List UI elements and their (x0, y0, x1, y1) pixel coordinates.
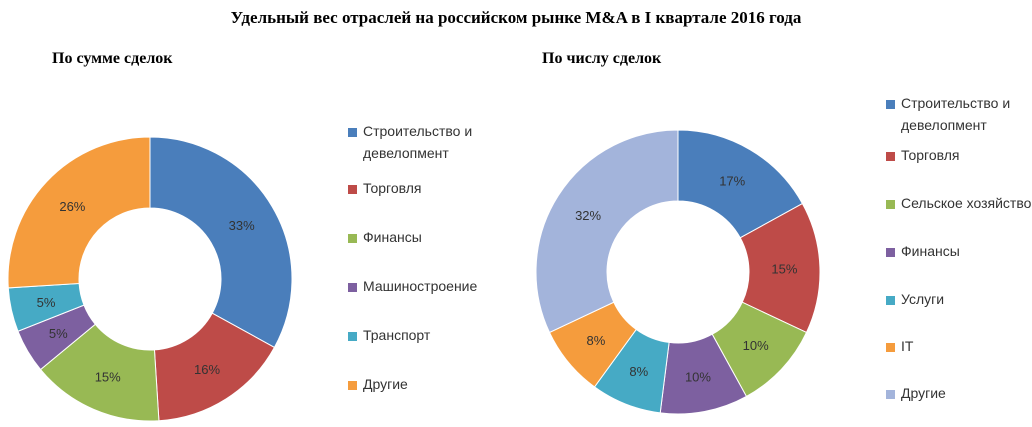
legend-swatch-1-0 (886, 100, 895, 109)
slice-label-0-5: 26% (59, 199, 85, 214)
slice-0-5 (7, 136, 151, 289)
slice-label-0-2: 15% (95, 370, 121, 385)
legend-swatch-1-5 (886, 343, 895, 352)
slice-label-1-1: 15% (771, 262, 797, 277)
legend-swatch-0-3 (348, 283, 357, 292)
legend-item-1-5: IT (886, 338, 1032, 357)
legend-label-0-2: Финансы (363, 229, 422, 245)
legend-item-0-5: Другие (348, 376, 503, 395)
slice-label-0-0: 33% (229, 218, 255, 233)
legend-swatch-1-4 (886, 296, 895, 305)
legend-label-1-1: Торговля (901, 147, 960, 163)
legend-label-0-0: Строительство и девелопмент (363, 123, 473, 161)
legend-label-1-3: Финансы (901, 243, 960, 259)
legend-item-1-1: Торговля (886, 147, 1032, 166)
legend-item-0-2: Финансы (348, 229, 503, 248)
slice-label-1-3: 10% (685, 370, 711, 385)
slice-label-1-2: 10% (743, 338, 769, 353)
slice-0-0 (149, 136, 293, 349)
slice-label-0-1: 16% (194, 362, 220, 377)
legend-label-1-4: Услуги (901, 291, 945, 307)
slice-label-0-3: 5% (49, 326, 68, 341)
slice-label-1-4: 8% (629, 364, 648, 379)
legend-item-1-2: Сельское хозяйство (886, 195, 1032, 214)
legend-swatch-0-0 (348, 128, 357, 137)
legend-label-0-4: Транспорт (363, 327, 431, 343)
slice-label-1-5: 8% (587, 333, 606, 348)
slice-label-1-6: 32% (575, 208, 601, 223)
legend-item-0-4: Транспорт (348, 327, 503, 346)
legend-swatch-1-6 (886, 390, 895, 399)
legend-swatch-0-2 (348, 234, 357, 243)
chart-title-by-count: По числу сделок (542, 50, 662, 67)
legend-label-0-3: Машиностроение (363, 278, 478, 294)
legend-label-1-5: IT (901, 338, 914, 354)
legend-swatch-0-4 (348, 332, 357, 341)
slice-1-6 (535, 129, 679, 334)
legend-swatch-1-3 (886, 248, 895, 257)
legend-label-0-5: Другие (363, 376, 408, 392)
legend-swatch-0-1 (348, 185, 357, 194)
legend-item-0-3: Машиностроение (348, 278, 503, 297)
legend-item-1-6: Другие (886, 385, 1032, 404)
legend-item-0-0: Строительство и девелопмент (348, 123, 503, 164)
slice-label-0-4: 5% (37, 295, 56, 310)
legend-item-0-1: Торговля (348, 180, 503, 199)
legend-swatch-0-5 (348, 381, 357, 390)
legend-label-0-1: Торговля (363, 180, 422, 196)
legend-swatch-1-1 (886, 152, 895, 161)
legend-item-1-4: Услуги (886, 291, 1032, 310)
legend-label-1-0: Строительство и девелопмент (901, 95, 1011, 133)
legend-swatch-1-2 (886, 200, 895, 209)
legend-item-1-0: Строительство и девелопмент (886, 95, 1032, 136)
legend-item-1-3: Финансы (886, 243, 1032, 262)
legend-label-1-6: Другие (901, 385, 946, 401)
slice-1-0 (677, 129, 804, 239)
chart-title-by-amount: По сумме сделок (52, 50, 173, 67)
legend-label-1-2: Сельское хозяйство (901, 195, 1032, 211)
page-title: Удельный вес отраслей на российском рынк… (230, 8, 802, 27)
slice-label-1-0: 17% (719, 173, 745, 188)
